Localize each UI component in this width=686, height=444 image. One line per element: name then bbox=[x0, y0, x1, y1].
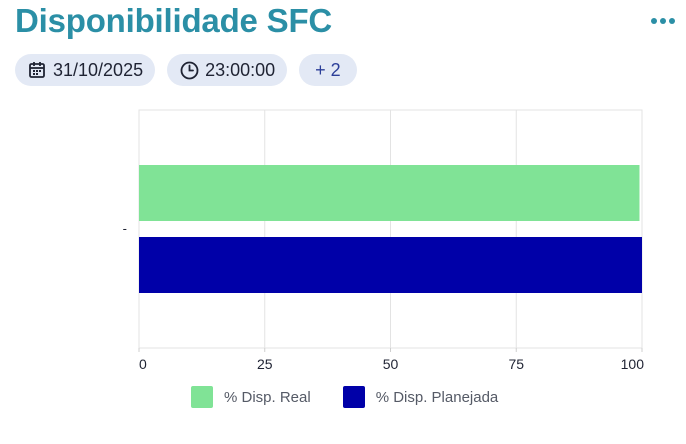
x-tick-label: 25 bbox=[257, 356, 273, 372]
legend-item-planejada[interactable]: % Disp. Planejada bbox=[342, 386, 499, 408]
category-label: - bbox=[123, 221, 127, 236]
chart-legend: % Disp. Real % Disp. Planejada bbox=[191, 386, 498, 408]
date-filter-chip[interactable]: 31/10/2025 bbox=[15, 54, 156, 86]
clock-icon bbox=[179, 60, 199, 80]
bar-planejada[interactable] bbox=[139, 237, 642, 293]
legend-swatch-real bbox=[191, 386, 213, 408]
bar-real[interactable] bbox=[139, 165, 640, 221]
page-title: Disponibilidade SFC bbox=[15, 2, 333, 39]
x-tick-label: 0 bbox=[139, 356, 147, 372]
time-filter-label: 23:00:00 bbox=[205, 59, 276, 80]
legend-item-real[interactable]: % Disp. Real bbox=[191, 386, 311, 408]
more-options-button[interactable] bbox=[648, 10, 678, 32]
more-horizontal-icon bbox=[651, 18, 675, 24]
date-filter-label: 31/10/2025 bbox=[53, 59, 144, 80]
calendar-icon bbox=[27, 60, 47, 80]
x-tick-label: 75 bbox=[508, 356, 524, 372]
more-filters-chip[interactable]: + 2 bbox=[299, 54, 357, 86]
legend-label-planejada: % Disp. Planejada bbox=[375, 388, 499, 406]
more-filters-label: + 2 bbox=[315, 59, 341, 80]
x-tick-label: 50 bbox=[383, 356, 399, 372]
filter-chips: 31/10/2025 23:00:00 + 2 bbox=[15, 54, 357, 86]
x-tick-label: 100 bbox=[621, 356, 645, 372]
legend-label-real: % Disp. Real bbox=[224, 388, 311, 406]
legend-swatch-planejada bbox=[342, 386, 365, 408]
time-filter-chip[interactable]: 23:00:00 bbox=[167, 54, 288, 86]
